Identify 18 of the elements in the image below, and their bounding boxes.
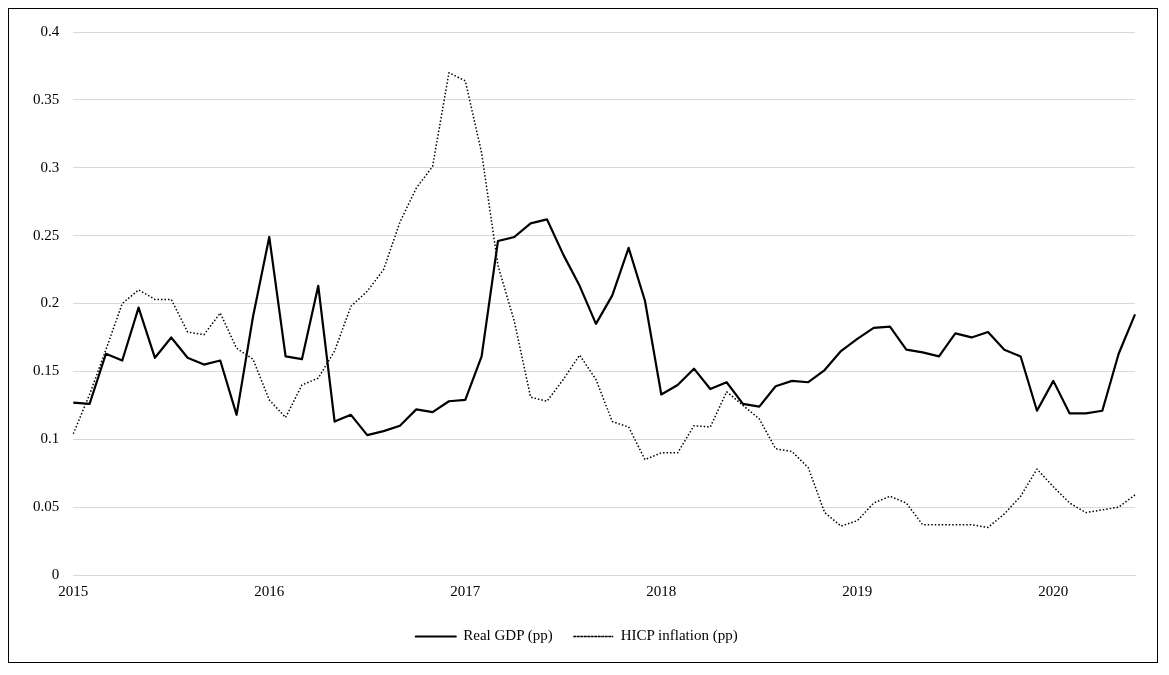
legend-label: Real GDP (pp) xyxy=(463,627,553,645)
y-tick-label: 0.4 xyxy=(40,22,60,39)
x-tick-label: 2017 xyxy=(450,582,481,599)
y-tick-label: 0.05 xyxy=(33,498,60,515)
y-tick-label: 0.2 xyxy=(40,294,60,311)
y-tick-label: 0.15 xyxy=(33,362,60,379)
y-tick-label: 0 xyxy=(51,565,60,582)
legend-label: HICP inflation (pp) xyxy=(620,627,738,645)
x-tick-label: 2020 xyxy=(1038,582,1069,599)
x-tick-label: 2018 xyxy=(646,582,677,599)
x-tick-label: 2016 xyxy=(254,582,285,599)
y-tick-label: 0.3 xyxy=(40,158,60,175)
y-tick-label: 0.35 xyxy=(33,90,60,107)
x-tick-label: 2019 xyxy=(842,582,873,599)
y-tick-label: 0.1 xyxy=(40,430,60,447)
y-tick-label: 0.25 xyxy=(33,226,60,243)
line-series xyxy=(72,71,1136,529)
x-tick-label: 2015 xyxy=(58,582,89,599)
